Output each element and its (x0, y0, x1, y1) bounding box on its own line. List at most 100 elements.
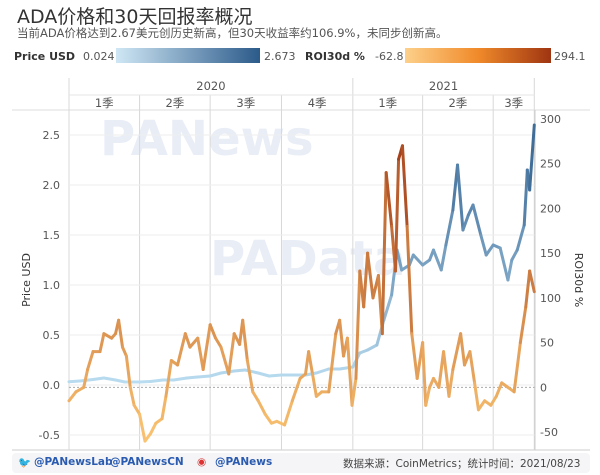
legend-roi-max: 294.1 (554, 50, 586, 63)
roi-line-segment (345, 336, 354, 407)
legend-price-max: 2.673 (264, 50, 296, 63)
price-line-segment (444, 208, 455, 247)
roi-line-segment (214, 336, 223, 349)
price-line-segment (395, 248, 404, 272)
y2-tick-label: 50 (540, 337, 554, 350)
year-label: 2021 (429, 79, 458, 93)
chart-title: ADA价格和30天回报率概况 (17, 6, 253, 28)
roi-line-segment (338, 318, 346, 358)
twitter-icon: 🐦 (18, 457, 32, 469)
price-line-segment (484, 243, 495, 257)
footer: 🐦 @PANewsLab @PANewsCN ◉ @PANews 数据来源：Co… (12, 453, 590, 473)
roi-line-segment (307, 350, 315, 376)
roi-line-segment (405, 224, 414, 336)
price-line-segment (267, 373, 283, 378)
roi-line-segment (86, 350, 95, 371)
roi-line-segment (410, 332, 419, 380)
y-tick-label: 0.5 (43, 329, 61, 342)
roi-line-segment (148, 421, 158, 436)
roi-line-segment (524, 269, 532, 309)
y-axis-label: Price USD (20, 253, 33, 307)
y2-tick-label: 100 (540, 292, 561, 305)
twitter-handle-1: @PANewsLab (34, 456, 113, 468)
quarter-label: 4季 (308, 96, 327, 110)
roi-line-segment (384, 171, 394, 228)
price-line-segment (498, 246, 510, 282)
watermark-padata: PAData (210, 231, 406, 287)
y2-tick-label: 300 (540, 113, 561, 126)
legend-price-label: Price USD (14, 50, 76, 63)
roi-line-segment (424, 385, 432, 407)
price-line-segment (461, 213, 470, 232)
legend-roi-min: -62.8 (375, 50, 404, 63)
y2-tick-label: 250 (540, 158, 561, 171)
price-line-segment (185, 375, 200, 380)
price-line-segment (138, 380, 152, 384)
twitter-handle-2: @PANewsCN (110, 456, 184, 468)
roi-line-segment (290, 376, 302, 403)
weibo-handle: @PANews (215, 456, 273, 468)
weibo-icon: ◉ (197, 456, 207, 468)
price-line-segment (243, 368, 260, 375)
y2-tick-label: 200 (540, 202, 561, 215)
quarter-label: 2季 (448, 96, 467, 110)
price-line-segment (208, 371, 223, 378)
roi-line-segment (362, 251, 370, 309)
roi-line-segment (459, 332, 467, 367)
roi-line-segment (421, 341, 428, 407)
price-line-segment (366, 343, 379, 352)
chart-subtitle: 当前ADA价格达到2.67美元创历史新高，但30天收益率约106.9%，未同步创… (17, 26, 448, 40)
year-label: 2020 (196, 79, 225, 93)
roi-line-segment (380, 171, 388, 336)
roi-line-segment (263, 412, 273, 425)
price-line-segment (232, 368, 247, 373)
y2-axis-label: ROI30d % (572, 253, 585, 307)
roi-line-segment (468, 350, 477, 385)
roi-line-segment (67, 390, 78, 403)
roi-line-segment (512, 341, 522, 394)
roi-line-segment (219, 345, 231, 376)
roi-line-segment (98, 332, 106, 354)
roi-line-segment (183, 332, 192, 349)
price-line-segment (506, 258, 514, 282)
y-tick-label: -0.5 (39, 429, 60, 442)
legend-price-gradient (116, 48, 260, 63)
price-line-segment (148, 378, 165, 383)
roi-line-segment (528, 269, 536, 294)
price-line-segment (172, 376, 189, 382)
roi-line-segment (283, 399, 294, 427)
roi-line-segment (451, 332, 463, 371)
y2-tick-label: 0 (540, 381, 547, 394)
y-tick-label: 1.5 (43, 229, 61, 242)
legend-roi-label: ROI30d % (305, 50, 365, 63)
price-line-segment (522, 168, 529, 227)
price-line-segment (67, 379, 82, 384)
price-line-segment (256, 371, 271, 378)
roi-line-segment (476, 399, 487, 412)
roi-line-segment (518, 305, 528, 345)
price-line-segment (314, 367, 331, 375)
price-line-segment (196, 374, 212, 379)
price-line-segment (114, 378, 127, 384)
price-line-segment (382, 293, 394, 322)
price-line-segment (528, 123, 536, 192)
roi-line-segment (208, 323, 218, 340)
roi-line-segment (442, 350, 451, 398)
roi-line-segment (393, 157, 401, 273)
roi-line-segment (447, 367, 455, 398)
roi-line-segment (311, 372, 318, 398)
price-line-segment (431, 248, 443, 272)
price-line-segment (304, 371, 318, 377)
y-tick-label: 2.0 (43, 179, 61, 192)
quarter-label: 3季 (236, 96, 255, 110)
roi-line-segment (473, 381, 480, 412)
roi-line-segment (241, 318, 249, 363)
price-line-segment (91, 376, 106, 381)
price-line-segment (510, 248, 519, 262)
roi-line-segment (489, 394, 498, 407)
roi-line-segment (138, 412, 147, 443)
roi-line-segment (196, 336, 205, 371)
roi-line-segment (188, 336, 200, 349)
y-tick-label: 0.0 (43, 379, 61, 392)
